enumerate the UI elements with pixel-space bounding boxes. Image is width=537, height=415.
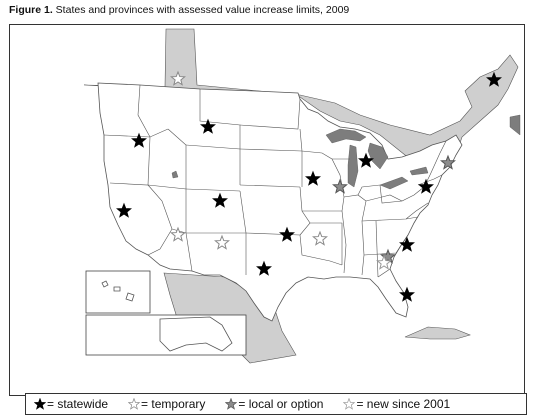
canada-region — [83, 28, 519, 176]
star-icon-temporary — [128, 398, 141, 410]
map-legend: = statewide = temporary = local or optio… — [25, 393, 527, 415]
map-frame: = statewide = temporary = local or optio… — [9, 24, 527, 415]
legend-local-option: = local or option — [225, 397, 323, 411]
lake-superior — [325, 128, 367, 144]
star-marker-florida — [399, 286, 415, 302]
figure-caption: Figure 1. States and provinces with asse… — [9, 4, 349, 16]
hawaii-islands — [101, 280, 135, 302]
map-svg — [83, 28, 521, 364]
lake-erie — [379, 176, 409, 190]
star-icon-new — [343, 398, 356, 410]
hawaii-inset — [85, 270, 151, 314]
great-salt-lake — [171, 170, 179, 179]
star-icon-local — [225, 398, 238, 410]
legend-statewide: = statewide — [34, 397, 108, 411]
legend-new: = new since 2001 — [343, 397, 450, 411]
legend-temporary: = temporary — [128, 397, 205, 411]
star-marker-illinois — [332, 178, 348, 194]
star-marker-maryland — [418, 178, 434, 194]
alaska-outline — [159, 316, 233, 352]
star-marker-texas — [256, 260, 272, 276]
star-marker-arizona — [170, 226, 186, 242]
us-mainland — [97, 82, 463, 322]
legend-local-label: = local or option — [238, 397, 324, 411]
star-marker-south-carolina — [399, 236, 415, 252]
star-marker-new-york — [440, 154, 456, 170]
star-marker-georgia-new — [376, 254, 392, 270]
star-icon-statewide — [34, 398, 46, 410]
star-marker-arkansas — [312, 230, 328, 246]
legend-statewide-label: = statewide — [47, 397, 109, 411]
star-marker-new-brunswick — [486, 71, 502, 87]
legend-new-label: = new since 2001 — [356, 397, 451, 411]
star-marker-oklahoma — [279, 226, 295, 242]
star-marker-georgia — [380, 248, 396, 264]
star-marker-new-mexico — [214, 234, 230, 250]
star-marker-idaho — [200, 118, 216, 134]
star-marker-california — [116, 202, 132, 218]
figure-label: Figure 1. — [9, 4, 53, 16]
marker-layer — [116, 70, 502, 302]
star-marker-oregon — [131, 132, 147, 148]
star-marker-colorado — [212, 192, 228, 208]
gulf-bay — [509, 114, 521, 136]
lake-michigan — [347, 144, 359, 188]
cuba-island — [404, 326, 471, 340]
star-marker-iowa — [305, 170, 321, 186]
lake-ontario — [409, 166, 429, 176]
figure-title: States and provinces with assessed value… — [52, 4, 350, 16]
star-marker-michigan — [358, 152, 374, 168]
lake-huron — [367, 142, 389, 170]
star-marker-alberta — [170, 70, 186, 86]
legend-temporary-label: = temporary — [141, 397, 206, 411]
